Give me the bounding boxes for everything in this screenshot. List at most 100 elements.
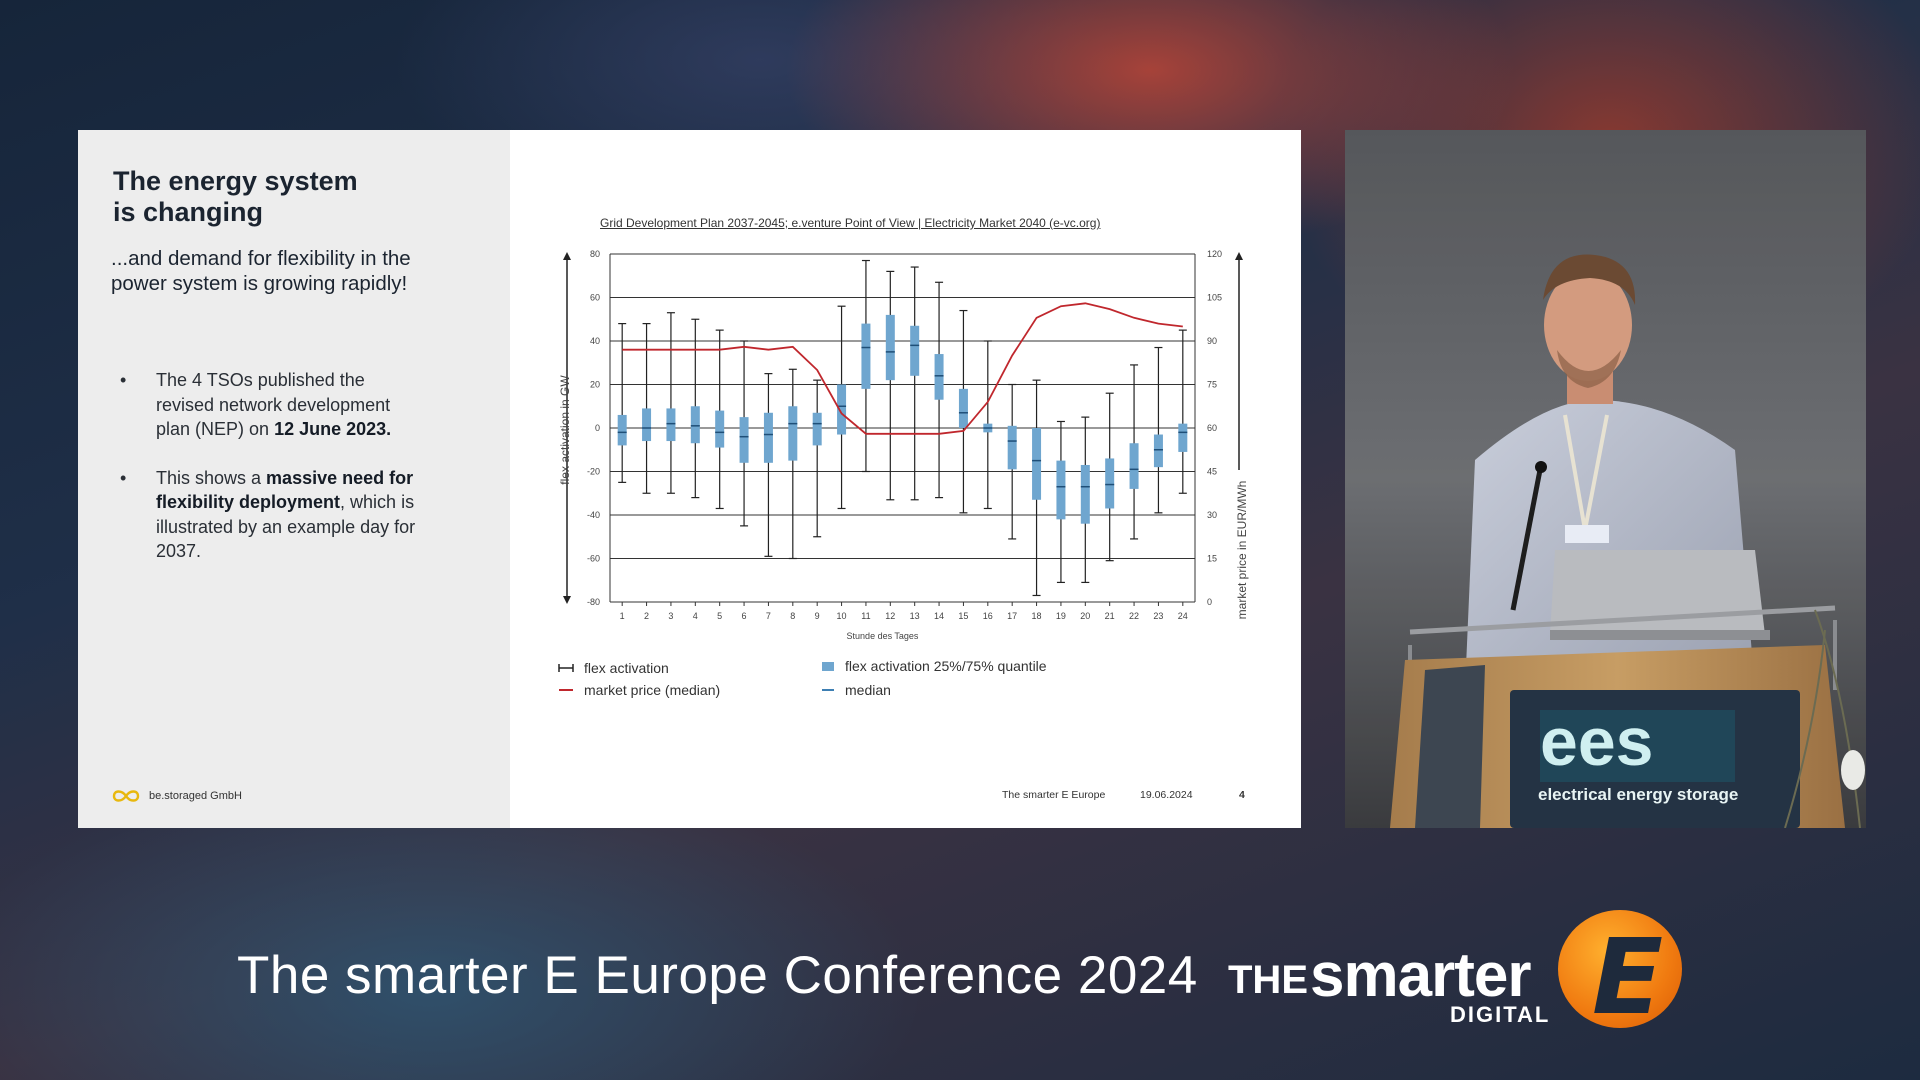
podium-logo-caption: electrical energy storage bbox=[1538, 785, 1738, 804]
legend-label-flex-activation: flex activation bbox=[584, 660, 669, 676]
presenter-torso bbox=[1465, 400, 1755, 690]
quantile-box bbox=[642, 408, 652, 442]
x-tick-label: 17 bbox=[1007, 611, 1017, 621]
y-right-tick-label: 30 bbox=[1207, 510, 1217, 520]
quantile-box bbox=[1153, 434, 1163, 468]
slide-title-line2: is changing bbox=[113, 197, 264, 227]
y-right-axis-label: market price in EUR/MWh bbox=[1235, 481, 1249, 620]
quantile-box bbox=[1080, 464, 1090, 524]
x-tick-label: 21 bbox=[1105, 611, 1115, 621]
x-tick-label: 16 bbox=[983, 611, 993, 621]
box-swatch-icon bbox=[822, 662, 834, 671]
whisker-swatch-icon bbox=[558, 664, 574, 672]
brand-digital-text: DIGITAL bbox=[1450, 1002, 1551, 1027]
y-right-tick-label: 90 bbox=[1207, 336, 1217, 346]
quantile-box bbox=[666, 408, 676, 442]
legend-item-flex-activation: flex activation bbox=[558, 660, 669, 676]
chart-source-caption: Grid Development Plan 2037-2045; e.ventu… bbox=[600, 216, 1101, 230]
x-tick-label: 14 bbox=[934, 611, 944, 621]
y-left-tick-label: 60 bbox=[590, 293, 600, 303]
quantile-box bbox=[1056, 460, 1066, 520]
footer-date: 19.06.2024 bbox=[1140, 789, 1193, 801]
bullet2-bold: massive need for flexibility deployment bbox=[156, 467, 414, 513]
presenter-scene: ees electrical energy storage bbox=[1345, 130, 1866, 828]
y-left-tick-label: 0 bbox=[595, 423, 600, 433]
quantile-box bbox=[715, 410, 725, 448]
x-axis-label: Stunde des Tages bbox=[847, 631, 919, 641]
y-left-tick-label: -80 bbox=[587, 597, 600, 607]
x-tick-label: 1 bbox=[620, 611, 625, 621]
x-tick-label: 19 bbox=[1056, 611, 1066, 621]
quantile-box bbox=[690, 406, 700, 444]
x-tick-label: 9 bbox=[815, 611, 820, 621]
smarter-e-digital-logo: THE smarter DIGITAL E bbox=[1228, 910, 1688, 1038]
footer-event: The smarter E Europe bbox=[1002, 789, 1106, 801]
x-tick-label: 18 bbox=[1032, 611, 1042, 621]
conference-title: The smarter E Europe Conference 2024 bbox=[237, 946, 1198, 1005]
slide-subtitle: ...and demand for flexibility in the pow… bbox=[111, 246, 496, 296]
y-left-arrow-up-icon bbox=[563, 252, 571, 260]
flex-activation-chart: 806040200-20-40-60-801201059075604530150… bbox=[558, 249, 1249, 641]
quantile-box bbox=[885, 314, 895, 381]
presenter-video: ees electrical energy storage bbox=[1345, 130, 1866, 828]
y-right-tick-label: 75 bbox=[1207, 380, 1217, 390]
quantile-box bbox=[958, 388, 968, 428]
median-swatch-icon bbox=[822, 689, 834, 691]
slide-left-panel bbox=[78, 130, 510, 828]
y-left-tick-label: -20 bbox=[587, 467, 600, 477]
brand-smarter-text: smarter bbox=[1310, 941, 1531, 1010]
x-tick-label: 15 bbox=[958, 611, 968, 621]
x-tick-label: 5 bbox=[717, 611, 722, 621]
slide-subtitle-line2: power system is growing rapidly! bbox=[111, 272, 408, 295]
quantile-box bbox=[812, 412, 822, 446]
bullet2-text-end: , which is illustrated by an example day… bbox=[156, 492, 416, 561]
x-tick-label: 23 bbox=[1153, 611, 1163, 621]
x-tick-label: 13 bbox=[910, 611, 920, 621]
y-left-tick-label: -40 bbox=[587, 510, 600, 520]
legend-item-median: median bbox=[821, 682, 891, 698]
x-tick-label: 10 bbox=[837, 611, 847, 621]
quantile-box bbox=[739, 417, 749, 463]
quantile-box bbox=[1007, 425, 1017, 470]
bullet-dot: • bbox=[120, 467, 127, 488]
y-left-arrow-down-icon bbox=[563, 596, 571, 604]
quantile-box bbox=[763, 412, 773, 463]
brand-e-badge-icon: E bbox=[1558, 910, 1682, 1038]
y-left-tick-label: 80 bbox=[590, 249, 600, 259]
x-tick-label: 11 bbox=[861, 611, 870, 621]
x-tick-label: 8 bbox=[790, 611, 795, 621]
slide-subtitle-line1: ...and demand for flexibility in the bbox=[111, 247, 411, 270]
y-right-tick-label: 45 bbox=[1207, 467, 1217, 477]
x-tick-label: 20 bbox=[1080, 611, 1090, 621]
x-tick-label: 2 bbox=[644, 611, 649, 621]
bullet-item: • The 4 TSOs published the revised netwo… bbox=[120, 368, 420, 442]
quantile-box bbox=[934, 354, 944, 400]
bullet-list: • The 4 TSOs published the revised netwo… bbox=[120, 368, 420, 588]
x-tick-label: 24 bbox=[1178, 611, 1188, 621]
company-logo: be.storaged GmbH bbox=[111, 789, 242, 803]
y-right-tick-label: 0 bbox=[1207, 597, 1212, 607]
y-right-tick-label: 15 bbox=[1207, 554, 1217, 564]
quantile-box bbox=[1105, 458, 1115, 509]
bullet1-text: The 4 TSOs published the revised network… bbox=[156, 370, 391, 439]
slide-title-line1: The energy system bbox=[113, 166, 358, 196]
quantile-box bbox=[1178, 423, 1188, 452]
footer-page-number: 4 bbox=[1239, 789, 1245, 801]
bullet-item: • This shows a massive need for flexibil… bbox=[120, 466, 420, 564]
red-line-swatch-icon bbox=[559, 689, 573, 691]
quantile-box bbox=[788, 406, 798, 461]
legend-item-market-price: market price (median) bbox=[558, 682, 720, 698]
market-price-line bbox=[622, 302, 1183, 435]
x-tick-label: 4 bbox=[693, 611, 698, 621]
quantile-box bbox=[837, 384, 847, 435]
company-name: be.storaged GmbH bbox=[149, 790, 242, 802]
brand-the-text: THE bbox=[1228, 958, 1308, 1002]
y-right-tick-label: 60 bbox=[1207, 423, 1217, 433]
x-tick-label: 6 bbox=[742, 611, 747, 621]
infinity-logo-icon bbox=[112, 790, 140, 802]
bullet2-text: This shows a bbox=[156, 467, 267, 488]
legend-label-median: median bbox=[845, 682, 891, 698]
legend-label-quantile: flex activation 25%/75% quantile bbox=[845, 658, 1047, 674]
presenter-head bbox=[1544, 269, 1632, 381]
quantile-box bbox=[910, 325, 920, 376]
